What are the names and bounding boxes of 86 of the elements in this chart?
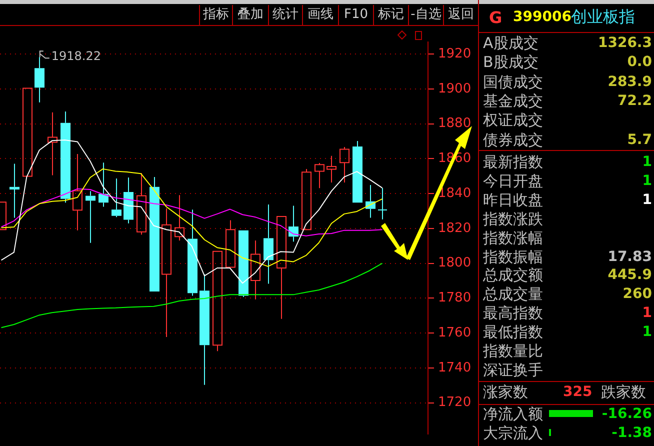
y-tick-label: 1820: [438, 220, 472, 236]
candlestick: [340, 146, 350, 184]
candlestick: [212, 250, 222, 352]
text: 创业板指: [571, 7, 635, 28]
candlestick: [10, 163, 20, 218]
text: 17.83: [608, 248, 652, 264]
category-label: 最低指数: [483, 323, 543, 342]
candlestick: [124, 176, 134, 224]
category-label: 今日开盘: [483, 172, 543, 191]
text: -16.26: [602, 406, 652, 422]
candlestick: [314, 162, 324, 189]
text: 1: [642, 154, 652, 170]
candlestick: [188, 209, 198, 296]
category-label: 最新指数: [483, 153, 543, 172]
candlestick: [60, 111, 70, 204]
candlestick: [276, 216, 286, 320]
category-label: 总成交额: [483, 266, 543, 286]
category-label: 最高指数: [483, 304, 543, 324]
text: G: [489, 8, 502, 27]
category-label: 总成交量: [483, 285, 543, 304]
annotation: 1918.22: [51, 49, 101, 64]
text: 标记: [373, 5, 408, 25]
candlestick: [162, 208, 172, 338]
candlestick: [226, 220, 236, 268]
y-tick-label: 1740: [438, 360, 472, 376]
text: 跌家数: [601, 383, 646, 402]
y-tick-label: 1780: [438, 290, 472, 306]
category-label: 权证成交: [483, 111, 543, 130]
category-label: 昨日收盘: [483, 190, 543, 210]
candlestick: [112, 178, 122, 218]
text: 返回: [443, 5, 478, 25]
category-label: 基金成交: [483, 92, 543, 111]
candlestick: [98, 162, 108, 208]
candlestick: [326, 155, 336, 184]
y-tick-label: 1840: [438, 186, 472, 201]
text: 72.2: [617, 92, 652, 109]
text: 叠加: [232, 5, 268, 25]
text: F10: [338, 5, 373, 25]
text: 画线: [302, 5, 338, 25]
text: 1: [642, 305, 652, 322]
text: 净流入额: [483, 405, 543, 424]
category-label: B股成交: [483, 53, 538, 72]
candlestick: [378, 187, 388, 220]
text: 1: [642, 324, 652, 340]
category-label: 指数涨跌: [483, 210, 543, 229]
candlestick: [174, 194, 184, 241]
y-tick-label: 1900: [438, 81, 472, 96]
text: -自选: [408, 5, 443, 25]
text: 1: [642, 192, 652, 208]
candlestick: [200, 274, 210, 386]
text: 1: [642, 172, 652, 189]
candlestick: [136, 172, 146, 236]
text: 260: [622, 286, 652, 302]
text: 325: [563, 384, 592, 400]
category-label: 债券成交: [483, 130, 543, 150]
text: 399006: [513, 9, 572, 25]
candlestick: [264, 204, 274, 284]
category-label: A股成交: [483, 34, 538, 53]
candlestick: [86, 190, 96, 244]
candlestick: [48, 112, 58, 176]
y-tick-label: 1880: [438, 116, 472, 132]
y-tick-label: 1800: [438, 256, 472, 271]
text: 统计: [268, 5, 302, 25]
category-label: 指数涨幅: [483, 228, 543, 248]
candlestick: [34, 56, 44, 103]
text: 445.9: [608, 267, 652, 284]
category-label: 国债成交: [483, 72, 543, 92]
text: 283.9: [608, 74, 652, 90]
text: 0.0: [627, 54, 652, 70]
candlestick: [150, 176, 160, 292]
text: 1326.3: [598, 35, 652, 51]
category-label: 指数振幅: [483, 248, 543, 266]
y-tick-label: 1920: [438, 46, 472, 62]
category-label: 指数量比: [483, 342, 543, 361]
candlestick: [238, 230, 248, 298]
y-tick-label: 1760: [438, 325, 472, 340]
text: 涨家数: [483, 383, 528, 402]
candlestick: [250, 240, 260, 300]
text: 5.7: [627, 132, 652, 148]
category-label: 深证换手: [483, 360, 543, 380]
text: 指标: [199, 5, 232, 25]
candlestick: [352, 140, 362, 203]
candlestick: [72, 153, 82, 231]
text: -1.38: [612, 425, 652, 441]
text: 大宗流入: [483, 424, 543, 443]
y-tick-label: 1720: [438, 395, 472, 410]
